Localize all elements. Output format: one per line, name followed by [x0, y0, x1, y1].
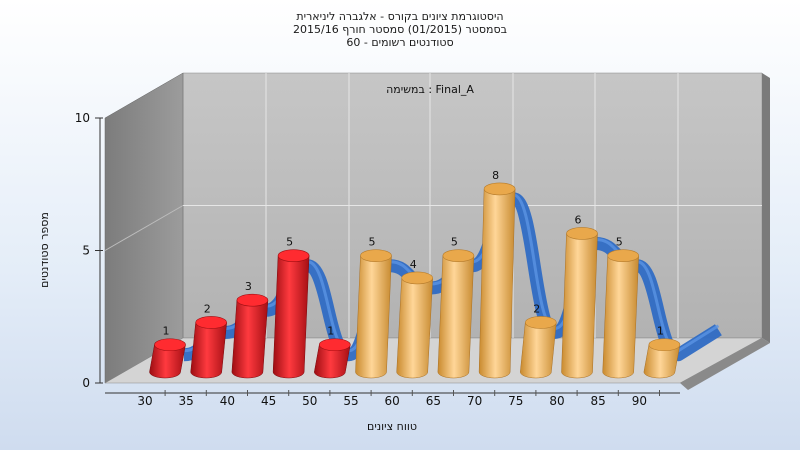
- bar-top: [483, 182, 516, 196]
- gridlines: [104, 73, 762, 338]
- data-labels: 1 2 3 5 1 5 4 5 8 2 6 5 1: [163, 169, 664, 338]
- data-label: 1: [327, 325, 334, 338]
- bar-top: [566, 227, 598, 240]
- gridline-side: [104, 205, 184, 251]
- bar-body: [561, 233, 598, 379]
- bar: [314, 338, 351, 379]
- x-tick-label: 75: [508, 394, 523, 408]
- bar-body: [643, 344, 681, 379]
- data-label: 6: [575, 213, 582, 226]
- bar-top: [607, 249, 640, 262]
- data-label: 1: [163, 325, 170, 338]
- y-tick-label: 0: [82, 376, 90, 390]
- y-tick-label: 10: [75, 111, 90, 125]
- bar-body: [520, 322, 557, 379]
- x-tick-label: 40: [220, 394, 235, 408]
- bar-body: [602, 255, 639, 379]
- bar-body: [190, 322, 227, 379]
- bar: [272, 249, 310, 379]
- data-label: 5: [616, 236, 623, 249]
- data-label: 1: [657, 325, 664, 338]
- bar-body: [355, 255, 392, 379]
- bar-top: [195, 316, 227, 329]
- bar-top: [236, 293, 269, 307]
- data-label: 2: [204, 302, 211, 315]
- x-tick-label: 35: [179, 394, 194, 408]
- right-edge: [762, 73, 770, 343]
- data-label: 5: [286, 236, 293, 249]
- x-tick-label: 80: [549, 394, 564, 408]
- bar-body: [437, 255, 475, 379]
- chart-title-line-2: בסמסטר (01/2015) סמסטר חורף 2015/16: [293, 23, 507, 36]
- x-tick-label: 55: [343, 394, 358, 408]
- bar-top: [442, 249, 475, 262]
- bars: [149, 182, 681, 379]
- x-tick-label: 45: [261, 394, 276, 408]
- bar-body: [478, 188, 516, 379]
- x-tick-label: 50: [302, 394, 317, 408]
- bar: [561, 227, 598, 379]
- x-tick-label: 70: [467, 394, 482, 408]
- bar: [437, 249, 475, 379]
- bar: [396, 271, 434, 379]
- bar: [190, 316, 227, 379]
- bar: [478, 182, 516, 379]
- floor-edge: [680, 338, 770, 390]
- bar: [355, 249, 392, 379]
- data-label: 5: [451, 236, 458, 249]
- x-tick-label: 65: [426, 394, 441, 408]
- y-tick-label: 5: [82, 244, 90, 258]
- bar-body: [396, 277, 433, 379]
- y-axis-label: מספר סטודנטים: [38, 212, 51, 288]
- bar-top: [648, 338, 681, 352]
- x-tick-label: 90: [632, 394, 647, 408]
- data-label: 2: [533, 302, 540, 315]
- data-label: 4: [410, 258, 417, 271]
- bar: [520, 316, 557, 379]
- data-label: 5: [369, 236, 376, 249]
- x-tick-label: 30: [137, 394, 152, 408]
- bar-top: [318, 338, 351, 352]
- chart-title: היסטוגרמת ציונים בקורס - אלגברה ליניארית…: [0, 10, 800, 49]
- bar: [231, 293, 269, 379]
- bar-body: [272, 255, 310, 379]
- x-axis-label: טווח ציונים: [367, 420, 417, 433]
- bar: [602, 249, 640, 379]
- bar: [149, 338, 186, 379]
- chart-title-line-3: סטודנטים רשומים - 60: [346, 36, 454, 49]
- data-label: 8: [492, 169, 499, 182]
- bar-body: [231, 299, 269, 379]
- bar: [643, 338, 681, 379]
- bar-top: [360, 249, 392, 262]
- bar-top: [277, 249, 310, 262]
- bar-top: [401, 271, 434, 285]
- x-tick-label: 85: [591, 394, 606, 408]
- chart-title-line-1: היסטוגרמת ציונים בקורס - אלגברה ליניארית: [296, 10, 504, 23]
- bar-body: [314, 344, 351, 379]
- bar-top: [154, 338, 186, 352]
- data-label: 3: [245, 280, 252, 293]
- chart-subtitle: במשימה : Final_A: [386, 83, 474, 96]
- bar-body: [149, 344, 186, 379]
- x-tick-label: 60: [385, 394, 400, 408]
- bar-top: [524, 316, 557, 329]
